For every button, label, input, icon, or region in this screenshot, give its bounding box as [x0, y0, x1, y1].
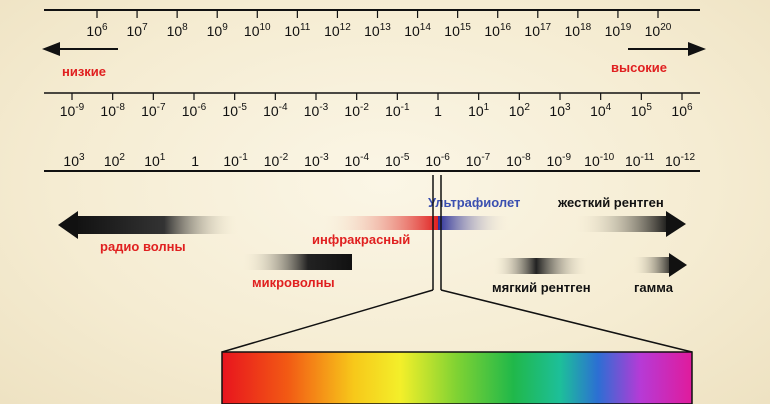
wavelength-tick-label-6: 10-3 [304, 152, 329, 169]
frequency-tick-label-7: 1013 [364, 22, 391, 39]
wavelength-tick-label-8: 10-5 [385, 152, 410, 169]
energy-scale: 10-9 10-8 10-7 10-6 10-5 10-4 10-3 10-2 10-1 1 101… [60, 93, 693, 119]
high-arrow-head [688, 42, 706, 56]
radio-label: радио волны [100, 239, 186, 254]
gamma-arrow-head [669, 253, 687, 277]
energy-tick-label-15: 106 [671, 102, 693, 119]
frequency-tick-label-13: 1019 [605, 22, 632, 39]
hard-xray-label: жесткий рентген [557, 195, 664, 210]
radio-band [74, 216, 238, 234]
wavelength-tick-label-0: 103 [63, 152, 85, 169]
low-label: низкие [62, 64, 106, 79]
energy-tick-label-1: 10-8 [100, 102, 125, 119]
wavelength-tick-label-9: 10-6 [425, 152, 450, 169]
frequency-tick-label-0: 106 [86, 22, 108, 39]
frequency-tick-label-2: 108 [167, 22, 189, 39]
infrared-label: инфракрасный [312, 232, 410, 247]
gamma-label: гамма [634, 280, 674, 295]
wavelength-tick-label-1: 102 [104, 152, 126, 169]
frequency-scale: 106 107 108 109 1010 1011 1012 1013 1014 1015 1016… [86, 10, 672, 39]
hard-xray-arrow-head [666, 211, 686, 237]
microwave-band [242, 254, 352, 270]
energy-tick-label-3: 10-6 [182, 102, 207, 119]
energy-tick-label-7: 10-2 [344, 102, 369, 119]
radio-arrow-head [58, 211, 78, 239]
high-label: высокие [611, 60, 667, 75]
wavelength-tick-label-5: 10-2 [264, 152, 289, 169]
wavelength-tick-label-13: 10-10 [584, 152, 614, 169]
wavelength-tick-label-10: 10-7 [466, 152, 491, 169]
frequency-tick-label-8: 1014 [404, 22, 431, 39]
frequency-tick-label-12: 1018 [565, 22, 592, 39]
energy-tick-label-8: 10-1 [385, 102, 410, 119]
wavelength-scale: 103 102 101 1 10-1 10-2 10-3 10-4 10-5 10-6 10-7 10… [63, 152, 695, 169]
low-arrow-head [42, 42, 60, 56]
energy-tick-label-2: 10-7 [141, 102, 166, 119]
wavelength-tick-label-12: 10-9 [547, 152, 572, 169]
frequency-tick-label-5: 1011 [284, 22, 310, 39]
frequency-tick-label-1: 107 [127, 22, 149, 39]
infrared-band [322, 216, 438, 230]
frequency-tick-label-11: 1017 [524, 22, 551, 39]
frequency-tick-label-4: 1010 [244, 22, 271, 39]
energy-tick-label-6: 10-3 [304, 102, 329, 119]
frequency-tick-label-9: 1015 [444, 22, 471, 39]
hard-xray-band [575, 216, 670, 232]
ultraviolet-label: Ультрафиолет [428, 195, 520, 210]
wavelength-tick-label-2: 101 [144, 152, 166, 169]
energy-tick-label-0: 10-9 [60, 102, 85, 119]
zoom-line-right [440, 289, 693, 353]
energy-tick-label-10: 101 [468, 102, 490, 119]
gamma-band [632, 257, 674, 273]
wavelength-tick-label-3: 1 [191, 153, 199, 169]
wavelength-tick-label-14: 10-11 [625, 152, 655, 169]
frequency-tick-label-10: 1016 [484, 22, 511, 39]
soft-xray-label: мягкий рентген [492, 280, 591, 295]
wavelength-tick-label-7: 10-4 [345, 152, 370, 169]
energy-tick-label-11: 102 [509, 102, 531, 119]
wavelength-tick-label-15: 10-12 [665, 152, 695, 169]
energy-tick-label-14: 105 [631, 102, 653, 119]
soft-xray-band [493, 258, 589, 274]
energy-tick-label-4: 10-5 [222, 102, 247, 119]
energy-tick-label-5: 10-4 [263, 102, 288, 119]
zoom-line-left [221, 289, 434, 353]
ultraviolet-band [438, 216, 510, 230]
frequency-tick-label-3: 109 [207, 22, 229, 39]
frequency-tick-label-6: 1012 [324, 22, 351, 39]
frequency-tick-label-14: 1020 [645, 22, 672, 39]
energy-tick-label-13: 104 [590, 102, 612, 119]
energy-tick-label-9: 1 [434, 103, 442, 119]
energy-tick-label-12: 103 [549, 102, 571, 119]
wavelength-tick-label-4: 10-1 [223, 152, 248, 169]
microwave-label: микроволны [252, 275, 335, 290]
wavelength-tick-label-11: 10-8 [506, 152, 531, 169]
visible-spectrum [221, 351, 693, 404]
